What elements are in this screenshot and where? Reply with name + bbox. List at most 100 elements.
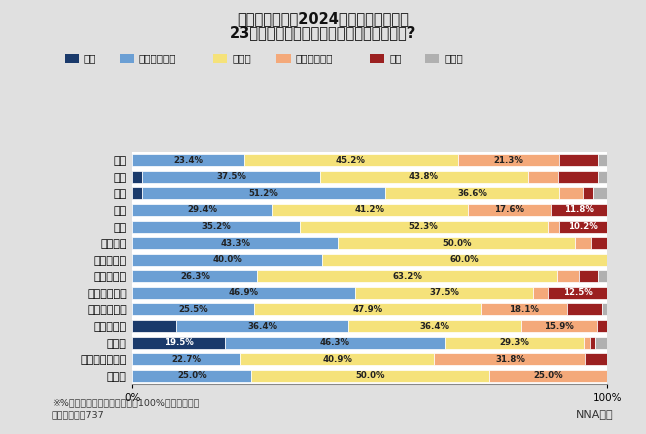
Bar	[558, 171, 598, 183]
Bar	[548, 220, 559, 233]
Text: 29.4%: 29.4%	[187, 205, 217, 214]
Text: 43.3%: 43.3%	[220, 239, 250, 248]
Bar	[576, 237, 591, 249]
Text: 35.2%: 35.2%	[201, 222, 231, 231]
Bar	[244, 154, 458, 166]
Text: ※%の合計は四捨五入の関係で100%になりません: ※%の合計は四捨五入の関係で100%になりません	[52, 399, 199, 408]
Text: 23年下半期と比べてどうなると思いますか?: 23年下半期と比べてどうなると思いますか?	[230, 25, 416, 40]
Text: 15.9%: 15.9%	[544, 322, 574, 331]
Text: その他: その他	[444, 53, 463, 64]
Bar	[132, 187, 142, 199]
Text: 21.3%: 21.3%	[494, 156, 524, 164]
Text: 52.3%: 52.3%	[409, 222, 439, 231]
Bar	[585, 353, 607, 365]
Text: 50.0%: 50.0%	[442, 239, 472, 248]
Text: 36.6%: 36.6%	[457, 189, 487, 198]
Bar	[132, 220, 300, 233]
Bar	[528, 171, 558, 183]
Bar	[468, 204, 551, 216]
Bar	[132, 287, 355, 299]
Bar	[132, 204, 272, 216]
Bar	[533, 287, 548, 299]
Text: 37.5%: 37.5%	[429, 288, 459, 297]
Bar	[551, 204, 607, 216]
Bar	[132, 337, 225, 349]
Bar	[583, 187, 593, 199]
Bar	[597, 320, 607, 332]
Text: 緩やかに上昇: 緩やかに上昇	[139, 53, 176, 64]
Text: 31.8%: 31.8%	[495, 355, 525, 364]
Bar	[488, 370, 607, 382]
Bar	[132, 171, 142, 183]
Bar	[132, 154, 244, 166]
Text: 29.3%: 29.3%	[499, 338, 529, 347]
Bar	[132, 370, 251, 382]
Bar	[603, 303, 607, 316]
Bar	[593, 187, 607, 199]
Text: 25.0%: 25.0%	[177, 372, 207, 380]
Bar	[596, 337, 607, 349]
Bar	[598, 154, 607, 166]
Bar	[434, 353, 585, 365]
Bar	[559, 220, 607, 233]
Text: 緩やかに下降: 緩やかに下降	[296, 53, 333, 64]
Text: 45.2%: 45.2%	[336, 156, 366, 164]
Bar	[385, 187, 559, 199]
Text: 10.2%: 10.2%	[568, 222, 598, 231]
Bar	[142, 171, 320, 183]
Text: 36.4%: 36.4%	[247, 322, 277, 331]
Text: 50.0%: 50.0%	[355, 372, 384, 380]
Text: 11.8%: 11.8%	[565, 205, 594, 214]
Bar	[598, 270, 607, 282]
Bar	[559, 187, 583, 199]
Bar	[240, 353, 434, 365]
Text: 43.8%: 43.8%	[409, 172, 439, 181]
Bar	[355, 287, 533, 299]
Text: 41.2%: 41.2%	[355, 205, 385, 214]
Text: 12.5%: 12.5%	[563, 288, 592, 297]
Bar	[142, 187, 385, 199]
Text: 下降: 下降	[390, 53, 402, 64]
Text: 46.3%: 46.3%	[320, 338, 350, 347]
Bar	[300, 220, 548, 233]
Text: 駐在国・地域の2024年上半期の景気は: 駐在国・地域の2024年上半期の景気は	[237, 11, 409, 26]
Bar	[338, 237, 576, 249]
Bar	[132, 320, 176, 332]
Bar	[251, 370, 488, 382]
Text: 47.9%: 47.9%	[352, 305, 382, 314]
Bar	[348, 320, 521, 332]
Bar	[598, 171, 607, 183]
Bar	[590, 337, 596, 349]
Text: 上昇: 上昇	[84, 53, 96, 64]
Bar	[591, 237, 607, 249]
Text: 18.1%: 18.1%	[509, 305, 539, 314]
Text: 25.0%: 25.0%	[533, 372, 563, 380]
Bar	[445, 337, 584, 349]
Bar	[557, 270, 579, 282]
Text: 26.3%: 26.3%	[180, 272, 210, 281]
Text: 46.9%: 46.9%	[229, 288, 259, 297]
Bar	[584, 337, 590, 349]
Bar	[132, 353, 240, 365]
Bar	[257, 270, 557, 282]
Text: 25.5%: 25.5%	[178, 305, 208, 314]
Bar	[322, 254, 607, 266]
Text: 63.2%: 63.2%	[392, 272, 422, 281]
Bar	[132, 303, 253, 316]
Text: 17.6%: 17.6%	[494, 205, 525, 214]
Text: 60.0%: 60.0%	[450, 255, 479, 264]
Bar	[567, 303, 603, 316]
Text: 19.5%: 19.5%	[164, 338, 194, 347]
Text: 23.4%: 23.4%	[173, 156, 203, 164]
Text: 22.7%: 22.7%	[171, 355, 202, 364]
Bar	[225, 337, 445, 349]
Text: 有効回答数：737: 有効回答数：737	[52, 411, 104, 420]
Text: 横ばい: 横ばい	[233, 53, 251, 64]
Bar	[458, 154, 559, 166]
Bar	[481, 303, 567, 316]
Bar	[132, 254, 322, 266]
Bar	[548, 287, 607, 299]
Text: 36.4%: 36.4%	[420, 322, 450, 331]
Bar	[132, 237, 338, 249]
Bar	[272, 204, 468, 216]
